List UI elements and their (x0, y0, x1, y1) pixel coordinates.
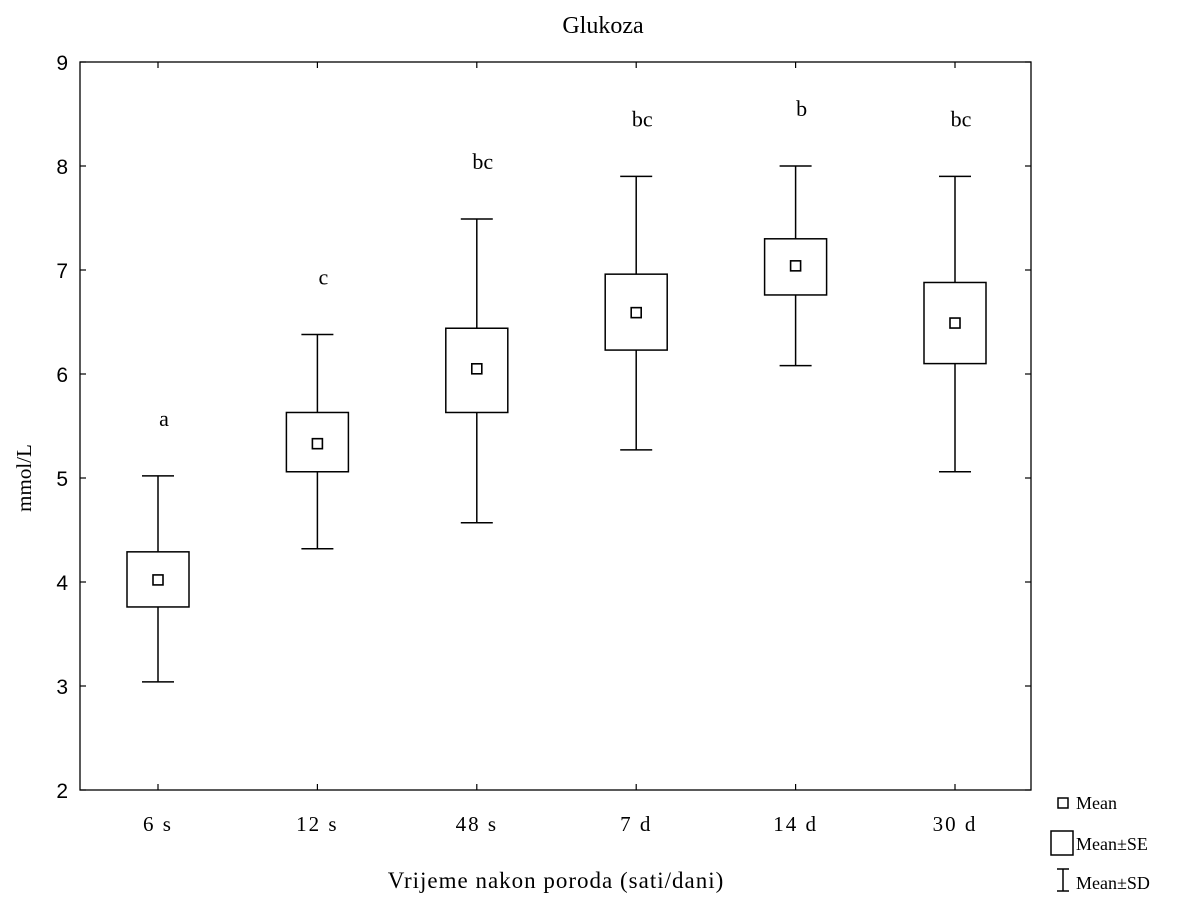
x-tick-label: 14 d (773, 812, 818, 836)
y-tick-label: 5 (56, 468, 68, 491)
mean-marker (630, 306, 643, 319)
y-axis-label: mmol/L (12, 444, 36, 512)
mean-marker (152, 574, 164, 586)
legend-se-label: Mean±SE (1076, 834, 1148, 854)
mean-marker (470, 362, 483, 375)
box-group-2: bc (445, 149, 509, 524)
y-tick-label: 9 (56, 52, 68, 75)
significance-letter: a (159, 406, 169, 431)
mean-marker (789, 260, 802, 272)
significance-letter: bc (472, 149, 493, 174)
x-tick-label: 6 s (143, 812, 173, 836)
y-tick-label: 4 (56, 572, 68, 595)
x-tick-label: 12 s (296, 812, 338, 836)
y-axis-ticks: 2 3 4 5 6 7 8 9 (56, 52, 1031, 803)
x-tick-label: 48 s (456, 812, 498, 836)
significance-letter: b (796, 96, 807, 121)
legend-sd-marker (1057, 868, 1069, 892)
y-tick-label: 6 (56, 364, 68, 387)
x-tick-label: 30 d (933, 812, 978, 836)
chart-title: Glukoza (562, 13, 644, 39)
y-tick-label: 3 (56, 676, 68, 699)
x-axis-label: Vrijeme nakon poroda (sati/dani) (388, 868, 725, 893)
x-axis-ticks: 6 s 12 s 48 s 7 d 14 d 30 d (143, 62, 978, 836)
y-tick-label: 7 (56, 260, 68, 283)
significance-letter: c (319, 264, 329, 289)
legend-se-marker (1050, 830, 1074, 856)
box-group-0: a (126, 406, 190, 683)
legend-mean-label: Mean (1076, 793, 1117, 813)
legend: Mean Mean±SE Mean±SD (1050, 793, 1150, 893)
significance-letter: bc (632, 106, 653, 131)
box-group-5: bc (923, 106, 987, 473)
plot-frame (79, 61, 1032, 791)
y-tick-label: 8 (56, 156, 68, 179)
mean-marker (311, 437, 324, 450)
box-group-3: bc (604, 106, 668, 451)
box-group-4: b (763, 96, 828, 367)
box-groups: a c bc bc b bc (126, 96, 987, 683)
y-tick-label: 2 (56, 780, 68, 803)
legend-sd-label: Mean±SD (1076, 873, 1150, 893)
mean-marker (949, 317, 961, 329)
significance-letter: bc (951, 106, 972, 131)
x-tick-label: 7 d (620, 812, 652, 836)
legend-mean-marker (1057, 797, 1069, 809)
box-group-1: c (285, 264, 350, 550)
